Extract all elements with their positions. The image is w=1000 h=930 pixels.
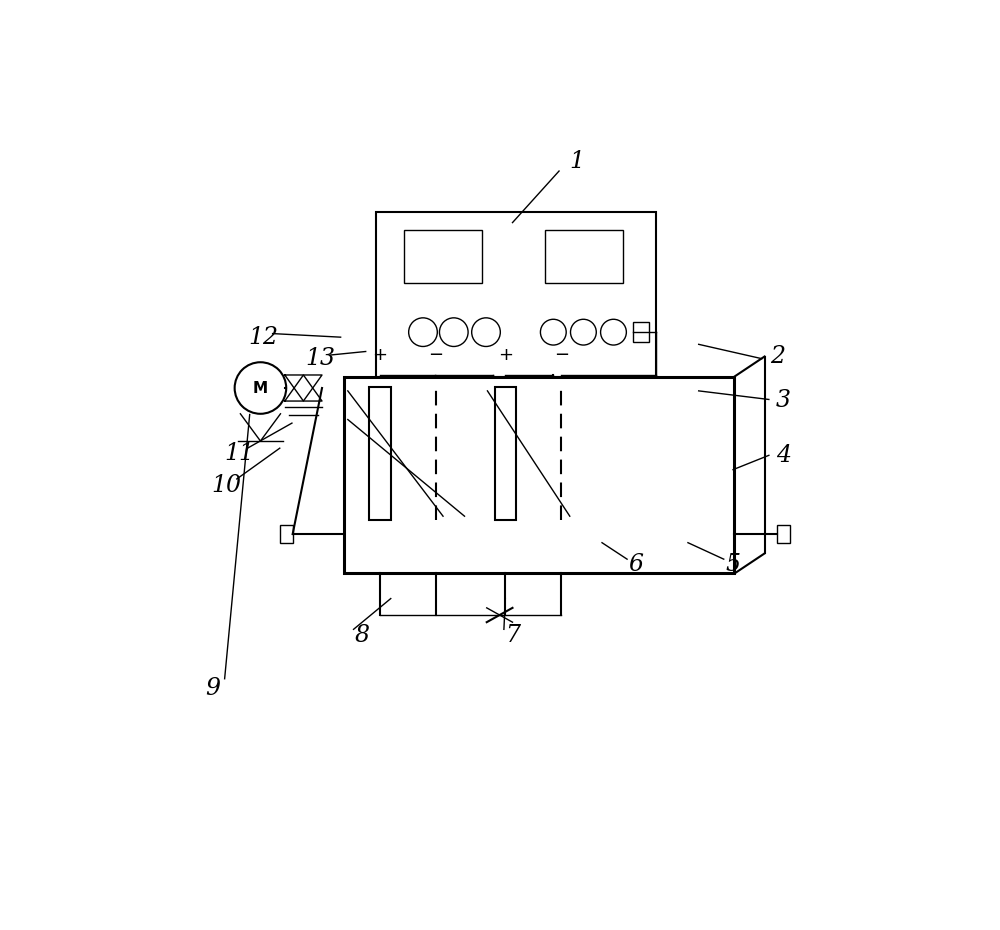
Text: −: −: [554, 346, 569, 364]
Bar: [376, 212, 656, 377]
Bar: [404, 230, 482, 284]
Text: M: M: [253, 380, 268, 395]
Circle shape: [439, 318, 468, 347]
Text: 11: 11: [224, 443, 254, 465]
Bar: [344, 377, 734, 574]
Text: 1: 1: [569, 151, 584, 173]
Bar: [495, 387, 516, 520]
Text: 8: 8: [355, 624, 370, 647]
Bar: [633, 322, 649, 342]
Text: −: −: [428, 346, 443, 364]
Circle shape: [571, 319, 596, 345]
Text: +: +: [498, 346, 513, 364]
Text: 4: 4: [776, 444, 791, 467]
Text: 5: 5: [726, 552, 741, 576]
Circle shape: [409, 318, 437, 347]
Text: 13: 13: [306, 347, 336, 370]
Bar: [369, 387, 391, 520]
Text: +: +: [373, 346, 388, 364]
Text: 10: 10: [211, 474, 241, 497]
Bar: [777, 525, 790, 543]
Circle shape: [540, 319, 566, 345]
Bar: [545, 230, 623, 284]
Circle shape: [601, 319, 626, 345]
Text: 6: 6: [628, 552, 643, 576]
Circle shape: [472, 318, 500, 347]
Text: 7: 7: [505, 624, 520, 647]
Text: 2: 2: [770, 345, 785, 368]
Text: 9: 9: [206, 676, 221, 699]
Text: 3: 3: [776, 389, 791, 412]
Circle shape: [235, 363, 286, 414]
Text: 12: 12: [248, 326, 278, 349]
Bar: [280, 525, 293, 543]
